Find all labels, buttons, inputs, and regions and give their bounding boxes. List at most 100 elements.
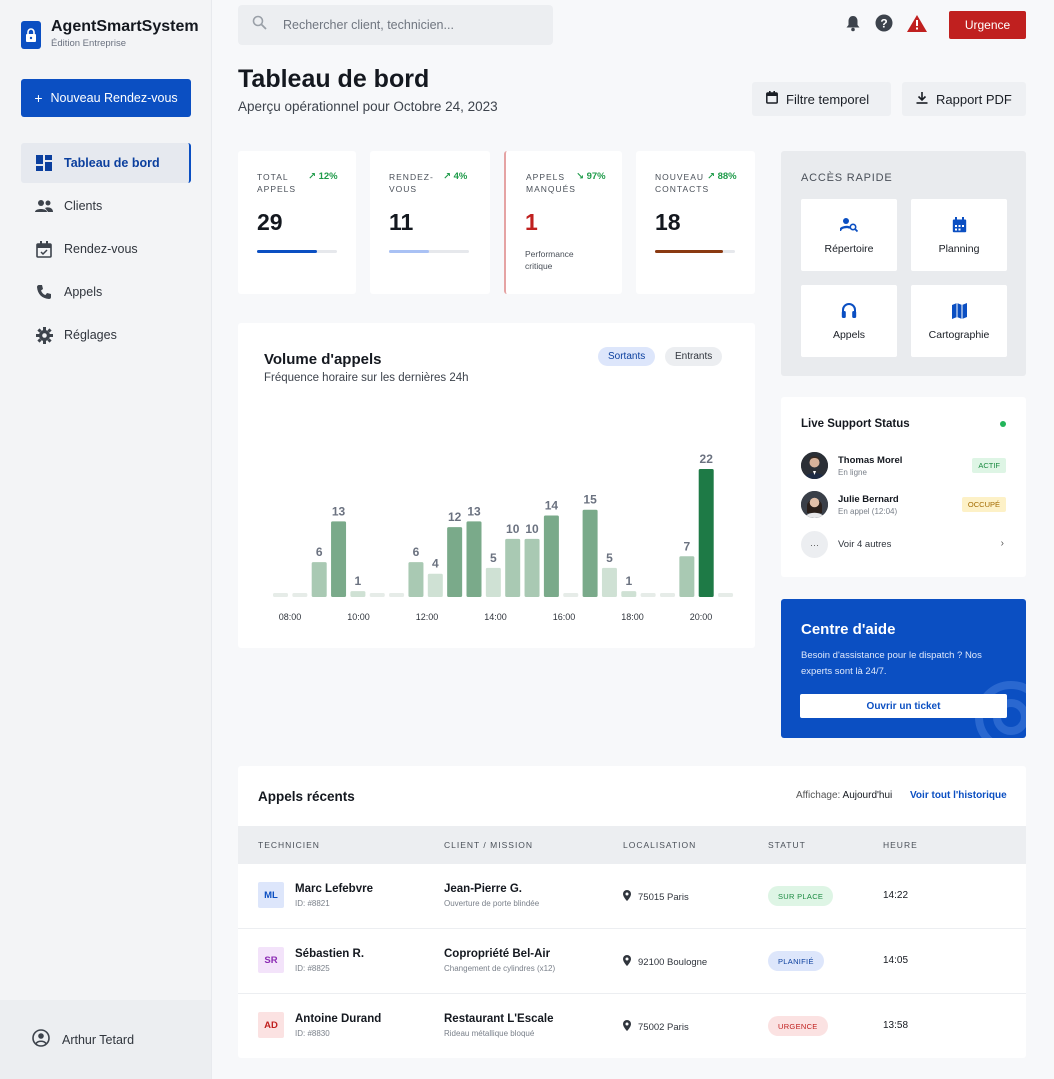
column-header: CLIENT / MISSION — [444, 840, 534, 850]
table-row[interactable]: SR Sébastien R. ID: #8825 Copropriété Be… — [238, 929, 1026, 994]
sidebar-item-appointments[interactable]: Rendez-vous — [21, 229, 191, 269]
chart-bar — [350, 591, 366, 597]
urgence-button[interactable]: Urgence — [949, 11, 1026, 39]
see-more-agents[interactable]: ··· Voir 4 autres › — [801, 531, 1006, 558]
help-title: Centre d'aide — [801, 621, 896, 638]
kpi-new-contacts: NOUVEAU CONTACTS ↗ 88% 18 — [636, 151, 755, 294]
download-icon — [916, 91, 928, 107]
bell-icon[interactable] — [845, 15, 861, 37]
kpi-trend: ↗ 4% — [443, 171, 468, 182]
kpi-value: 18 — [655, 209, 681, 235]
location-pin-icon — [623, 1020, 631, 1034]
history-link[interactable]: Voir tout l'historique — [910, 790, 1007, 801]
initials-badge: ML — [258, 882, 284, 908]
kpi-value: 11 — [389, 209, 414, 235]
column-header: TECHNICIEN — [258, 840, 320, 850]
kpi-appointments: RENDEZ-VOUS ↗ 4% 11 — [370, 151, 490, 294]
chart-subtitle: Fréquence horaire sur les dernières 24h — [264, 372, 469, 384]
lock-logo-icon — [21, 21, 41, 49]
chart-bar — [563, 593, 579, 597]
client-mission: Rideau métallique bloqué — [444, 1029, 535, 1038]
sidebar-item-clients[interactable]: Clients — [21, 186, 191, 226]
online-dot — [1000, 421, 1006, 427]
sidebar-item-settings[interactable]: Réglages — [21, 315, 191, 355]
table-row[interactable]: ML Marc Lefebvre ID: #8821 Jean-Pierre G… — [238, 864, 1026, 929]
agent-row[interactable]: Thomas Morel En ligne ACTIF — [801, 452, 1006, 480]
kpi-label: TOTAL APPELS — [257, 172, 297, 194]
chart-bar — [447, 527, 463, 597]
agent-name: Julie Bernard — [838, 494, 899, 505]
gear-icon — [35, 326, 53, 344]
display-filter[interactable]: Affichage: Aujourd'hui — [796, 790, 893, 801]
bar-value-label: 12 — [448, 510, 462, 524]
phone-icon — [35, 283, 53, 301]
kpi-progress-bar — [655, 250, 735, 253]
bar-value-label: 6 — [413, 545, 420, 559]
chart-bar — [718, 593, 734, 597]
calendar-icon — [35, 240, 53, 258]
help-text: Besoin d'assistance pour le dispatch ? N… — [801, 650, 982, 677]
sidebar-item-calls[interactable]: Appels — [21, 272, 191, 312]
call-time: 14:22 — [883, 890, 909, 901]
agent-row[interactable]: Julie Bernard En appel (12:04) OCCUPÉ — [801, 491, 1006, 519]
chart-bar — [427, 573, 443, 597]
bar-value-label: 14 — [545, 499, 559, 513]
open-ticket-button[interactable]: Ouvrir un ticket — [800, 694, 1007, 718]
location: 92100 Boulogne — [623, 955, 707, 969]
see-more-label: Voir 4 autres — [838, 539, 892, 550]
svg-text:?: ? — [880, 17, 887, 31]
new-appointment-button[interactable]: + Nouveau Rendez-vous — [21, 79, 191, 117]
agent-status: En ligne — [838, 468, 867, 477]
sidebar-item-dashboard[interactable]: Tableau de bord — [21, 143, 191, 183]
pill-outgoing[interactable]: Sortants — [598, 347, 656, 366]
technician-name: Marc Lefebvre — [295, 883, 373, 895]
x-tick-label: 18:00 — [621, 612, 644, 622]
live-support-title: Live Support Status — [801, 418, 910, 430]
location: 75002 Paris — [623, 1020, 689, 1034]
x-tick-label: 14:00 — [484, 612, 507, 622]
sidebar: AgentSmartSystem Édition Entreprise + No… — [0, 0, 212, 1079]
table-header: TECHNICIEN CLIENT / MISSION LOCALISATION… — [238, 826, 1026, 864]
warning-icon[interactable] — [907, 14, 927, 37]
map-icon — [951, 302, 967, 320]
chart-bar — [505, 538, 521, 597]
technician-name: Sébastien R. — [295, 948, 365, 960]
brand-subtitle: Édition Entreprise — [51, 38, 126, 49]
chart-bar — [582, 509, 598, 597]
location: 75015 Paris — [623, 890, 689, 904]
initials-badge: AD — [258, 1012, 284, 1038]
quick-tile-planning[interactable]: Planning — [911, 199, 1007, 271]
quick-tile-directory[interactable]: Répertoire — [801, 199, 897, 271]
kpi-total-calls: TOTAL APPELS ↗ 12% 29 — [238, 151, 356, 294]
kpi-progress-bar — [257, 250, 337, 253]
live-support-card: Live Support Status Thomas Morel En lign… — [781, 397, 1026, 577]
quick-tile-map[interactable]: Cartographie — [911, 285, 1007, 357]
bar-value-label: 13 — [332, 504, 346, 518]
x-tick-label: 10:00 — [347, 612, 370, 622]
call-time: 13:58 — [883, 1020, 909, 1031]
pill-incoming[interactable]: Entrants — [665, 347, 723, 366]
chart-bar — [369, 593, 385, 597]
time-filter-label: Filtre temporel — [786, 91, 870, 107]
chart-title: Volume d'appels — [264, 351, 382, 368]
user-profile[interactable]: Arthur Tetard — [0, 1000, 211, 1079]
client-name: Jean-Pierre G. — [444, 883, 522, 895]
client-mission: Changement de cylindres (x12) — [444, 964, 556, 973]
person-search-icon — [840, 216, 858, 234]
pdf-report-button[interactable]: Rapport PDF — [902, 82, 1026, 116]
recent-calls-title: Appels récents — [258, 789, 355, 804]
help-icon[interactable]: ? — [875, 14, 893, 37]
sidebar-item-label: Réglages — [64, 328, 117, 342]
initials-badge: SR — [258, 947, 284, 973]
chart-bar — [698, 469, 714, 597]
kpi-trend: ↘ 97% — [576, 171, 606, 182]
quick-tile-label: Appels — [832, 328, 866, 341]
kpi-value: 1 — [525, 209, 538, 235]
quick-tile-calls[interactable]: Appels — [801, 285, 897, 357]
table-row[interactable]: AD Antoine Durand ID: #8830 Restaurant L… — [238, 994, 1026, 1058]
search-input[interactable] — [283, 18, 533, 32]
time-filter-button[interactable]: Filtre temporel — [752, 82, 891, 116]
trend-up-icon: ↗ — [443, 171, 451, 182]
sidebar-nav: Tableau de bord Clients Rendez-vous Appe… — [21, 143, 191, 358]
